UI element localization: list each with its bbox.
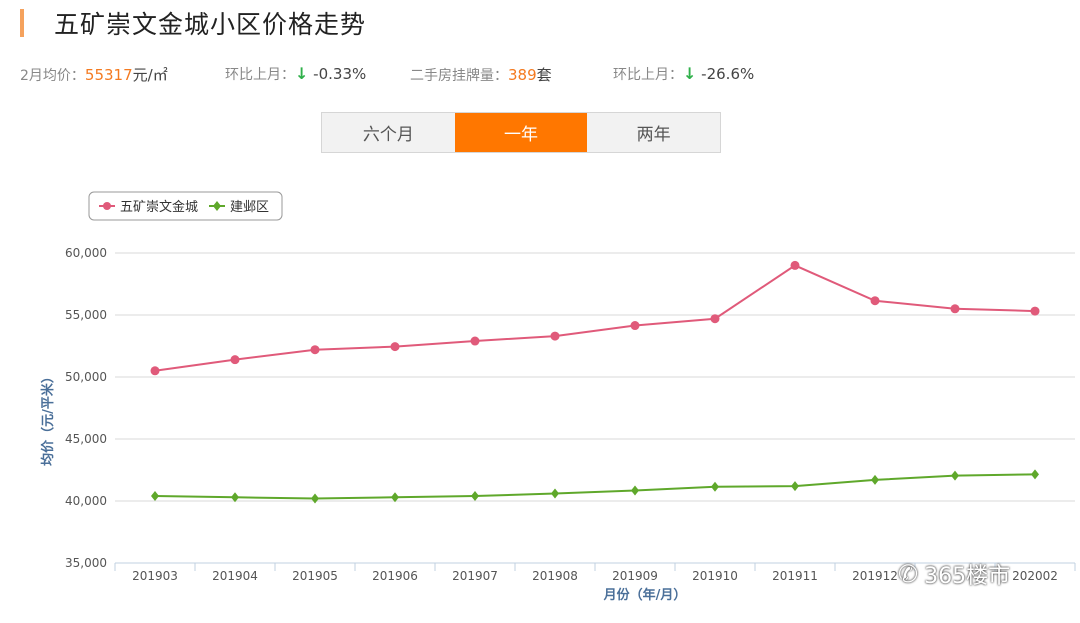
data-point (231, 492, 239, 503)
data-point (950, 304, 960, 314)
x-tick-label: 201905 (292, 569, 338, 583)
x-tick-label: 201912 (852, 569, 898, 583)
legend-label: 五矿崇文金城 (120, 199, 198, 215)
down-arrow-icon: ↓ (295, 64, 309, 83)
data-point (391, 492, 399, 503)
avg-price-value: 55317 (84, 66, 133, 84)
y-tick-label: 55,000 (65, 308, 107, 322)
series-line-1 (154, 473, 1036, 500)
y-tick-label: 40,000 (65, 494, 107, 508)
data-point (1030, 306, 1040, 316)
data-point (791, 481, 799, 492)
data-point (390, 342, 400, 352)
listing-count-stat: 二手房挂牌量：389套 (410, 64, 552, 85)
x-tick-label: 201904 (212, 569, 258, 583)
x-tick-label: 201911 (772, 569, 818, 583)
watermark: ✆ 365楼市 (898, 558, 1010, 590)
data-point (311, 493, 319, 504)
x-tick-label: 201909 (612, 569, 658, 583)
avg-price-mom-stat: 环比上月：↓ -0.33% (225, 64, 366, 84)
price-trend-chart: 35,000 40,000 45,000 50,000 55,000 60,000 2019… (40, 191, 1076, 603)
listing-value: 389 (508, 66, 537, 84)
data-point (1031, 469, 1039, 480)
data-point (230, 355, 240, 365)
data-point (310, 345, 320, 355)
mom-value: -26.6% (696, 65, 755, 83)
x-tick-label: 201903 (132, 569, 178, 583)
x-tick-label: 201906 (372, 569, 418, 583)
tab-two-years[interactable]: 两年 (636, 125, 671, 145)
data-point (790, 260, 800, 270)
legend-box (88, 191, 283, 221)
page-title: 五矿崇文金城小区价格走势 (54, 10, 367, 39)
legend-label: 建邺区 (230, 200, 269, 215)
data-point (871, 474, 879, 485)
data-point (150, 366, 160, 376)
title-bar: 五矿崇文金城小区价格走势 (20, 6, 366, 40)
y-tick-label: 60,000 (65, 246, 107, 260)
data-point (711, 481, 719, 492)
down-arrow-icon: ↓ (683, 64, 697, 83)
title-accent-bar (20, 9, 24, 37)
watermark-text: 365楼市 (924, 564, 1011, 589)
avg-price-stat: 2月均价：55317元/㎡ (20, 64, 168, 85)
tab-one-year[interactable]: 一年 (454, 113, 588, 152)
data-point (870, 296, 880, 306)
data-point (470, 336, 480, 346)
tab-six-months[interactable]: 六个月 (362, 125, 414, 145)
x-tick-label: 202002 (1012, 569, 1058, 583)
y-tick-label: 45,000 (65, 432, 107, 446)
y-tick-label: 35,000 (65, 556, 107, 570)
data-point (471, 491, 479, 502)
legend-marker (103, 202, 111, 210)
mom-label: 环比上月： (225, 67, 295, 83)
wechat-icon: ✆ (898, 560, 919, 588)
y-axis-title: 均价（元/平米） (40, 370, 56, 466)
avg-price-label: 2月均价： (20, 68, 85, 84)
avg-price-unit: 元/㎡ (132, 66, 168, 84)
data-point (151, 491, 159, 502)
data-point (710, 314, 720, 324)
x-tick-label: 201910 (692, 569, 738, 583)
data-point (551, 488, 559, 499)
series-line-0 (154, 264, 1036, 372)
listing-label: 二手房挂牌量： (410, 68, 508, 84)
x-tick-label: 201907 (452, 569, 498, 583)
listing-mom-stat: 环比上月：↓ -26.6% (613, 64, 754, 84)
period-tabs: 六个月 一年 两年 (321, 112, 721, 153)
data-point (550, 331, 560, 341)
mom-label: 环比上月： (613, 67, 683, 83)
x-axis-title: 月份（年/月） (603, 587, 687, 603)
mom-value: -0.33% (308, 65, 367, 83)
x-tick-label: 201908 (532, 569, 578, 583)
data-point (951, 470, 959, 481)
listing-unit: 套 (536, 66, 552, 84)
data-point (630, 321, 640, 331)
legend-marker (213, 201, 221, 211)
data-point (631, 485, 639, 496)
y-tick-label: 50,000 (65, 370, 107, 384)
